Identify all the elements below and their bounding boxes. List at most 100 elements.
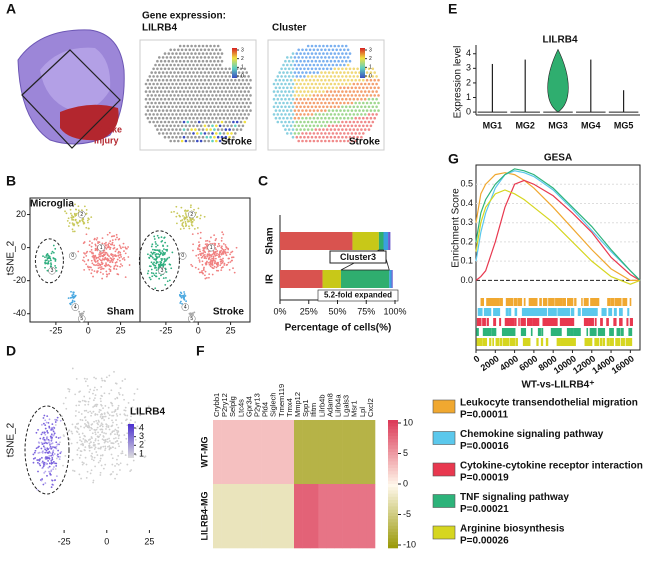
spot [284,97,287,101]
cell [77,447,80,450]
cell [86,440,89,443]
spot [222,86,226,90]
cell [67,387,70,390]
cell [184,295,187,297]
cell [113,411,116,413]
legend-name: Leukocyte transendothelial migration [460,398,638,409]
spot [156,128,159,131]
cell [109,473,112,476]
cell [123,256,125,259]
heat-cell [294,484,303,549]
hit-bar [478,318,482,326]
spot [316,71,320,74]
hit-bar [565,308,568,316]
spot [180,63,184,67]
spot [228,97,231,101]
spot [341,105,344,109]
cell [92,256,95,259]
spot [211,56,214,59]
cell [102,267,105,270]
spot [367,82,371,86]
cell [187,220,189,223]
heat-cell [334,484,343,549]
cell [117,254,120,257]
spot [186,120,190,124]
spot [167,128,171,131]
spot [293,78,297,82]
cell [104,445,107,448]
cell [90,446,93,449]
cell [92,410,95,413]
cell [161,250,164,252]
spot [243,82,247,86]
cell [158,249,161,251]
spot [337,105,340,109]
cluster-badge [178,252,187,260]
spot [175,105,178,109]
cell [111,442,114,445]
spot [352,135,356,139]
cell [41,461,44,464]
hit-bar [536,338,539,346]
hit-bar [567,308,570,316]
cell [91,242,93,244]
spot [367,105,371,109]
spot [209,135,212,139]
spot [363,113,367,116]
spot [173,71,176,74]
spot [207,109,210,112]
cell [191,233,194,236]
spot [150,71,153,74]
spot [282,94,285,97]
cell [80,209,83,212]
spot [224,120,228,124]
cell [55,445,58,448]
cell [153,238,156,240]
spot [373,94,377,97]
cell [154,267,156,269]
gene-label: Ifitm [309,403,318,417]
cell [93,448,96,450]
spot [284,105,287,109]
cell [44,419,47,422]
spot [360,97,363,101]
cell [36,459,39,461]
spot [325,120,329,124]
spot [310,105,314,109]
spot [314,75,318,78]
spot [373,86,377,90]
cell [126,414,129,417]
spot [293,94,297,97]
spot [177,109,180,112]
spot [241,78,245,82]
spot [178,52,182,55]
spot [171,128,174,131]
cell [101,262,104,265]
spot [218,48,222,52]
cell [102,439,105,442]
cell [52,434,55,437]
spot [331,71,335,74]
tick-label: 2000 [479,353,501,373]
cell [232,267,234,270]
spot [190,128,193,131]
cell [136,388,139,391]
spot [318,128,321,131]
spot [156,120,159,124]
cell [99,271,102,274]
cell [53,432,56,435]
spot [295,59,299,63]
hit-bar [552,328,556,336]
cell [95,377,97,380]
hit-bar [523,318,526,326]
spot [146,78,150,82]
legend-swatch [432,462,456,477]
cell [79,454,82,457]
cell [156,261,159,263]
cell [68,438,71,440]
spot [243,67,247,71]
spot [369,109,373,112]
cell [218,255,221,258]
spot [325,135,329,139]
spot [322,113,325,116]
